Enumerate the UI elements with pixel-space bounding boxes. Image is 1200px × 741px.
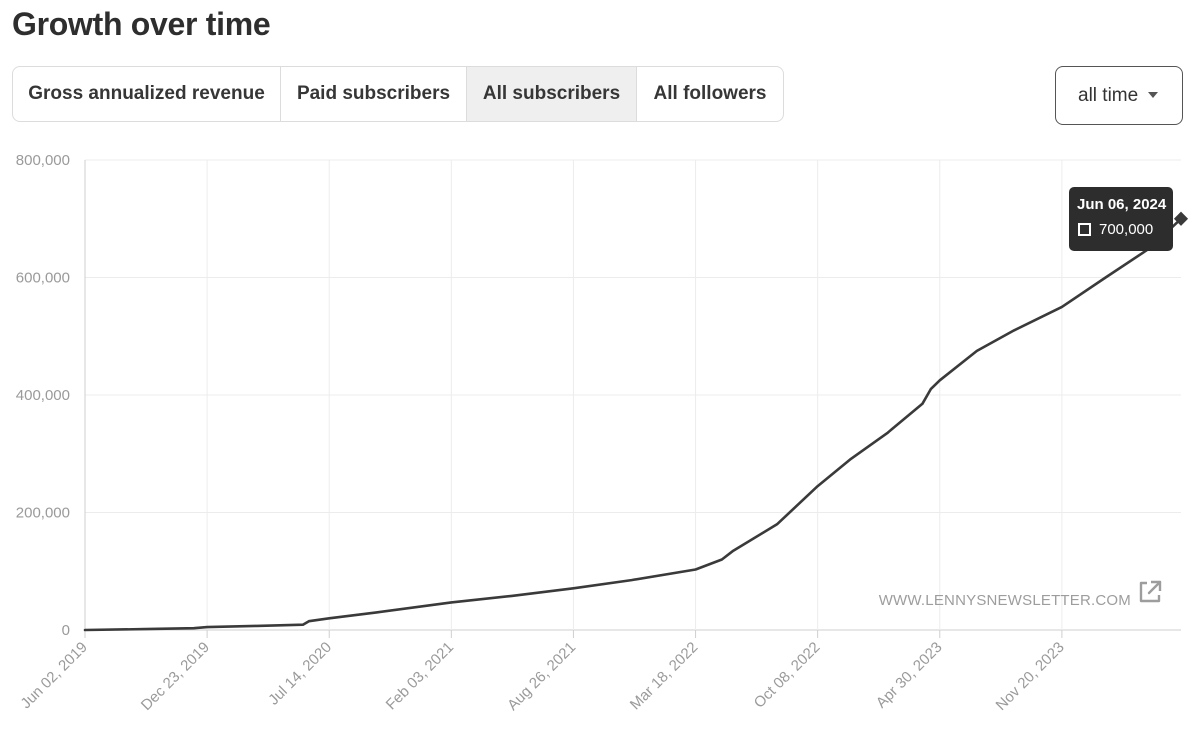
x-tick-label: Dec 23, 2019 (138, 639, 213, 714)
y-tick-label: 600,000 (16, 270, 70, 287)
series-line (83, 217, 1183, 632)
y-tick-label: 0 (62, 622, 70, 639)
series-swatch-icon (1078, 223, 1091, 236)
chart-grid (84, 159, 1181, 631)
hover-point-marker (1173, 211, 1189, 226)
external-link-icon[interactable] (1139, 580, 1162, 603)
y-tick-label: 400,000 (16, 387, 70, 404)
time-range-value: all time (1078, 84, 1139, 106)
metric-tabs: Gross annualized revenue Paid subscriber… (12, 66, 784, 122)
x-tick-label: Jun 02, 2019 (17, 639, 90, 712)
time-range-select[interactable]: all time (1055, 66, 1183, 125)
watermark-text: WWW.LENNYSNEWSLETTER.COM (879, 592, 1131, 609)
data-tooltip: Jun 06, 2024 700,000 (1069, 187, 1173, 251)
y-tick-label: 800,000 (16, 152, 70, 169)
x-tick-label: Mar 18, 2022 (627, 639, 702, 714)
x-tick-label: Jul 14, 2020 (265, 639, 335, 709)
caret-down-icon (1148, 92, 1158, 98)
tab-all-subscribers[interactable]: All subscribers (467, 67, 637, 121)
x-tick-label: Feb 03, 2021 (383, 639, 458, 714)
y-tick-label: 200,000 (16, 505, 70, 522)
tooltip-value: 700,000 (1099, 221, 1154, 238)
tab-paid-subscribers[interactable]: Paid subscribers (281, 67, 467, 121)
chart-series (83, 211, 1189, 632)
tooltip-date: Jun 06, 2024 (1077, 196, 1167, 213)
x-tick-label: Oct 08, 2022 (751, 639, 824, 712)
tab-gross-annualized-revenue[interactable]: Gross annualized revenue (13, 67, 281, 121)
x-tick-label: Aug 26, 2021 (504, 639, 579, 714)
x-tick-label: Apr 30, 2023 (873, 639, 946, 712)
page-title: Growth over time (12, 6, 271, 42)
tab-all-followers[interactable]: All followers (653, 83, 767, 104)
x-tick-label: Nov 20, 2023 (993, 639, 1068, 714)
